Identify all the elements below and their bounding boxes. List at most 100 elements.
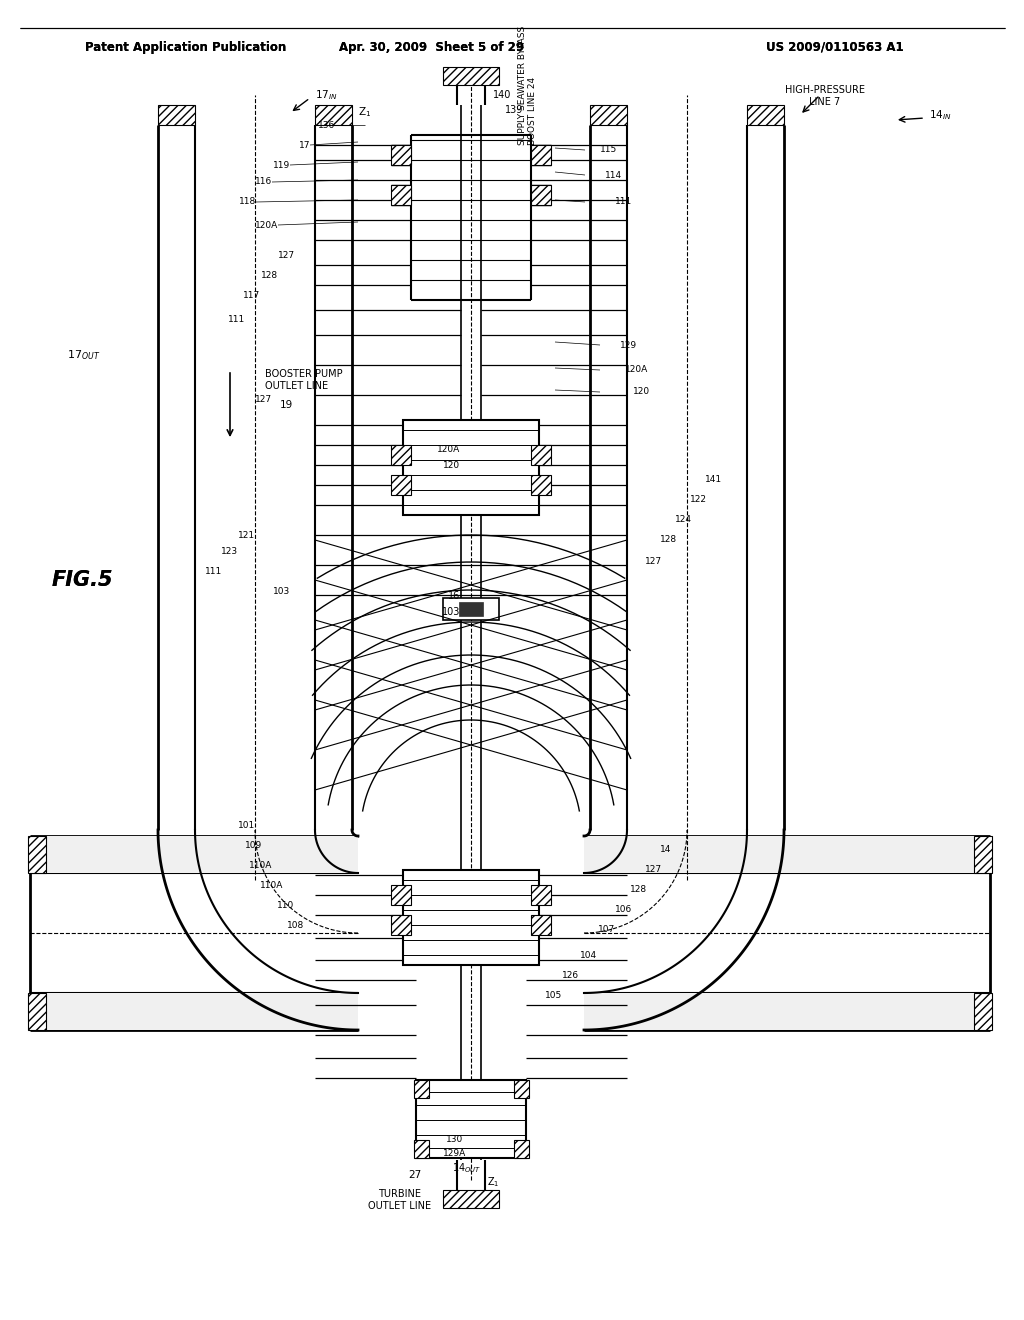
Bar (391, 185, 411, 205)
Text: BOOSTER PUMP
OUTLET LINE: BOOSTER PUMP OUTLET LINE (265, 370, 343, 391)
Text: Patent Application Publication: Patent Application Publication (85, 41, 287, 54)
Bar (514, 1080, 529, 1098)
Bar (403, 420, 539, 515)
Text: 136: 136 (317, 120, 335, 129)
Text: 105: 105 (545, 990, 562, 999)
Text: 127: 127 (645, 557, 663, 566)
Text: 140: 140 (493, 90, 511, 100)
Text: 130: 130 (446, 1135, 464, 1144)
Bar (391, 915, 411, 935)
Text: 17$_{IN}$: 17$_{IN}$ (314, 88, 337, 102)
Bar (531, 884, 551, 906)
Bar (584, 836, 990, 873)
Text: Apr. 30, 2009  Sheet 5 of 29: Apr. 30, 2009 Sheet 5 of 29 (339, 41, 524, 54)
Bar (391, 475, 411, 495)
Text: 103: 103 (272, 587, 290, 597)
Text: Z$_1$: Z$_1$ (358, 106, 372, 119)
Text: HIGH-PRESSURE
LINE 7: HIGH-PRESSURE LINE 7 (785, 84, 865, 107)
Bar (30, 836, 358, 873)
Text: 120A: 120A (437, 446, 460, 454)
Bar (531, 185, 551, 205)
Bar (443, 598, 499, 620)
Text: Patent Application Publication: Patent Application Publication (85, 41, 287, 54)
Bar (584, 993, 990, 1030)
Text: 128: 128 (261, 271, 278, 280)
Text: Apr. 30, 2009  Sheet 5 of 29: Apr. 30, 2009 Sheet 5 of 29 (339, 41, 524, 54)
Text: 139: 139 (505, 106, 523, 115)
Bar (443, 67, 499, 84)
Bar (974, 993, 992, 1030)
Text: FIG.5: FIG.5 (52, 570, 114, 590)
Text: 27: 27 (409, 1170, 422, 1180)
Text: SUPPLY SEAWATER BYPASS
BOOST LINE 24: SUPPLY SEAWATER BYPASS BOOST LINE 24 (518, 26, 538, 145)
Text: 117: 117 (243, 290, 260, 300)
Bar (403, 870, 539, 965)
Bar (391, 445, 411, 465)
Text: 128: 128 (660, 536, 677, 544)
Text: 111: 111 (615, 198, 632, 206)
Bar (531, 475, 551, 495)
Text: 14: 14 (660, 846, 672, 854)
Text: 129: 129 (620, 341, 637, 350)
Text: 111: 111 (227, 315, 245, 325)
Text: 101: 101 (238, 821, 255, 829)
Bar (974, 836, 992, 873)
Text: 104: 104 (580, 950, 597, 960)
Text: 120: 120 (633, 388, 650, 396)
Text: 106: 106 (615, 906, 632, 915)
Text: US 2009/0110563 A1: US 2009/0110563 A1 (766, 41, 904, 54)
Bar (414, 1140, 429, 1158)
Bar (531, 915, 551, 935)
Text: 16: 16 (447, 591, 460, 601)
Text: 118: 118 (239, 198, 256, 206)
Bar (315, 106, 352, 125)
Bar (158, 106, 195, 125)
Text: 114: 114 (605, 170, 623, 180)
Text: 110: 110 (276, 900, 294, 909)
Text: 14$_{IN}$: 14$_{IN}$ (929, 108, 951, 121)
Text: 17: 17 (299, 140, 310, 149)
Bar (590, 106, 627, 125)
Text: 121: 121 (238, 531, 255, 540)
Bar (514, 1140, 529, 1158)
Text: 115: 115 (600, 145, 617, 154)
Bar (531, 145, 551, 165)
Text: 141: 141 (705, 475, 722, 484)
Bar (459, 602, 483, 616)
Text: 124: 124 (675, 516, 692, 524)
Text: 128: 128 (630, 886, 647, 895)
Text: 14$_{OUT}$: 14$_{OUT}$ (453, 1162, 481, 1175)
Bar (28, 836, 46, 873)
Text: 120A: 120A (625, 366, 648, 375)
Text: 116: 116 (255, 177, 272, 186)
Text: 119: 119 (272, 161, 290, 169)
Text: 127: 127 (255, 396, 272, 404)
Text: 19: 19 (280, 400, 293, 411)
Bar (28, 993, 46, 1030)
Bar (443, 1191, 499, 1208)
Bar (746, 106, 784, 125)
Text: 110A: 110A (260, 880, 283, 890)
Text: 120A: 120A (255, 220, 278, 230)
Text: 111: 111 (205, 568, 222, 577)
Text: FIG.5: FIG.5 (52, 570, 114, 590)
Text: 126: 126 (562, 970, 580, 979)
Bar (30, 993, 358, 1030)
Bar (414, 1080, 429, 1098)
Bar (391, 884, 411, 906)
Bar (416, 1080, 526, 1158)
Text: 103: 103 (441, 607, 460, 616)
Text: 129A: 129A (443, 1148, 467, 1158)
Text: 108: 108 (287, 920, 304, 929)
Text: 109: 109 (245, 841, 262, 850)
Text: 122: 122 (690, 495, 707, 504)
Text: 107: 107 (598, 925, 615, 935)
Text: 17$_{OUT}$: 17$_{OUT}$ (67, 348, 100, 362)
Bar (391, 145, 411, 165)
Text: 127: 127 (645, 866, 663, 874)
Text: Z$_1$: Z$_1$ (486, 1175, 499, 1189)
Text: TURBINE
OUTLET LINE: TURBINE OUTLET LINE (369, 1189, 431, 1210)
Text: 110A: 110A (249, 861, 272, 870)
Text: 120: 120 (442, 461, 460, 470)
Text: 123: 123 (221, 548, 238, 557)
